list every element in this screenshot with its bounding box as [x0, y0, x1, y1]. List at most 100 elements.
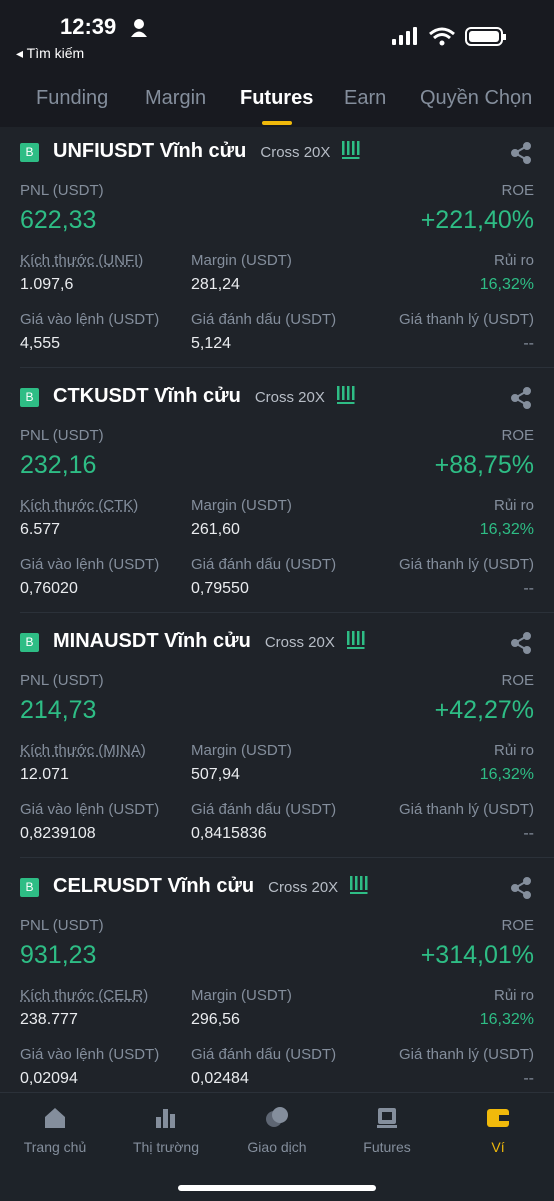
position-card: B MINAUSDT Vĩnh cửu Cross 20X PNL (USDT) 214… — [0, 620, 554, 865]
leverage-icon — [350, 876, 368, 894]
nav-item[interactable]: Ví — [453, 1103, 543, 1163]
symbol[interactable]: MINAUSDT Vĩnh cửu — [53, 630, 251, 652]
field-value: 0,8239108 — [20, 825, 96, 842]
symbol[interactable]: UNFIUSDT Vĩnh cửu — [53, 140, 247, 162]
field-label: Margin (USDT) — [191, 742, 292, 759]
margin-mode[interactable]: Cross 20X — [260, 144, 331, 161]
field-label: Giá đánh dấu (USDT) — [191, 556, 337, 573]
field-label: Rủi ro — [493, 252, 534, 269]
margin-mode[interactable]: Cross 20X — [254, 389, 325, 406]
field-label: Giá thanh lý (USDT) — [398, 1046, 534, 1063]
field-value: 507,94 — [191, 766, 240, 783]
field-label: Rủi ro — [493, 987, 534, 1004]
position-card: B CTKUSDT Vĩnh cửu Cross 20X PNL (USDT) 232,… — [0, 375, 554, 620]
share-button[interactable] — [510, 632, 532, 654]
back-link[interactable]: ◂ Tìm kiếm — [16, 45, 85, 61]
field-value: 0,76020 — [20, 580, 78, 597]
tab[interactable]: Funding — [36, 87, 109, 109]
field-value: 16,32% — [479, 521, 534, 538]
share-button[interactable] — [510, 877, 532, 899]
nav-icon — [42, 1105, 68, 1131]
tab[interactable]: Quyền Chọn — [420, 87, 533, 109]
margin-mode[interactable]: Cross 20X — [264, 634, 335, 651]
roe-value: +221,40% — [420, 206, 534, 234]
field-label: Giá vào lệnh (USDT) — [20, 1046, 160, 1063]
roe-label: ROE — [501, 182, 534, 199]
field-label: Rủi ro — [493, 497, 534, 514]
side-badge: B — [20, 143, 39, 162]
roe-value: +314,01% — [420, 941, 534, 969]
side-badge: B — [20, 633, 39, 652]
nav-icon — [485, 1105, 511, 1131]
roe-label: ROE — [501, 672, 534, 689]
pnl-label: PNL (USDT) — [20, 672, 104, 689]
field-value: 4,555 — [20, 335, 61, 352]
home-indicator — [178, 1185, 376, 1191]
nav-item[interactable]: Giao dịch — [232, 1103, 322, 1163]
nav-item[interactable]: Futures — [342, 1103, 432, 1163]
field-value: 6.577 — [20, 521, 61, 538]
field-value: 0,79550 — [191, 580, 249, 597]
pnl-label: PNL (USDT) — [20, 182, 104, 199]
nav-icon — [264, 1105, 290, 1131]
field-label: Kích thước (CTK) — [20, 497, 139, 514]
field-value: 0,8415836 — [191, 825, 267, 842]
tab[interactable]: Margin — [145, 87, 207, 109]
field-value: 296,56 — [191, 1011, 240, 1028]
field-label: Margin (USDT) — [191, 497, 292, 514]
person-icon — [131, 19, 147, 37]
pnl-label: PNL (USDT) — [20, 917, 104, 934]
field-label: Giá thanh lý (USDT) — [398, 801, 534, 818]
header: 12:39 ◂ Tìm kiếm — [0, 0, 554, 127]
field-label: Rủi ro — [493, 742, 534, 759]
field-label: Kích thước (CELR) — [20, 987, 149, 1004]
field-label: Giá thanh lý (USDT) — [398, 311, 534, 328]
field-label: Giá đánh dấu (USDT) — [191, 311, 337, 328]
side-badge: B — [20, 878, 39, 897]
field-label: Margin (USDT) — [191, 987, 292, 1004]
field-value: 16,32% — [479, 1011, 534, 1028]
field-label: Giá vào lệnh (USDT) — [20, 556, 160, 573]
field-value: -- — [523, 580, 534, 597]
field-label: Kích thước (UNFI) — [20, 252, 144, 269]
field-value: 0,02094 — [20, 1070, 78, 1087]
margin-mode[interactable]: Cross 20X — [268, 879, 339, 896]
share-button[interactable] — [510, 142, 532, 164]
field-value: -- — [523, 335, 534, 352]
nav-label: Giao dịch — [247, 1139, 307, 1155]
field-value: 16,32% — [479, 276, 534, 293]
nav-label: Futures — [363, 1139, 411, 1155]
nav-item[interactable]: Trang chủ — [10, 1103, 100, 1163]
field-label: Giá vào lệnh (USDT) — [20, 311, 160, 328]
pnl-value: 622,33 — [20, 206, 97, 234]
symbol[interactable]: CELRUSDT Vĩnh cửu — [53, 875, 255, 897]
symbol[interactable]: CTKUSDT Vĩnh cửu — [53, 385, 241, 407]
side-badge: B — [20, 388, 39, 407]
tab[interactable]: Earn — [344, 87, 387, 109]
leverage-icon — [346, 631, 365, 649]
field-value: -- — [523, 1070, 534, 1087]
nav-icon — [153, 1105, 179, 1131]
field-value: 16,32% — [479, 766, 534, 783]
back-text: Tìm kiếm — [26, 45, 85, 61]
status-icons — [392, 27, 506, 46]
pnl-value: 214,73 — [20, 696, 97, 724]
field-value: 5,124 — [191, 335, 232, 352]
nav-icon — [374, 1105, 400, 1131]
pnl-value: 931,23 — [20, 941, 97, 969]
tab[interactable]: Futures — [240, 87, 314, 109]
divider — [20, 612, 554, 613]
bottom-nav: Trang chủ Thị trường Giao dịch Futures Ví — [0, 1092, 554, 1201]
share-button[interactable] — [510, 387, 532, 409]
field-value: 281,24 — [191, 276, 240, 293]
field-label: Giá vào lệnh (USDT) — [20, 801, 160, 818]
nav-label: Trang chủ — [23, 1139, 87, 1155]
field-value: 12.071 — [20, 766, 69, 783]
field-value: 1.097,6 — [20, 276, 74, 293]
pnl-label: PNL (USDT) — [20, 427, 104, 444]
roe-label: ROE — [501, 917, 534, 934]
nav-item[interactable]: Thị trường — [121, 1103, 211, 1163]
time: 12:39 — [60, 14, 117, 39]
leverage-icon — [336, 386, 355, 404]
